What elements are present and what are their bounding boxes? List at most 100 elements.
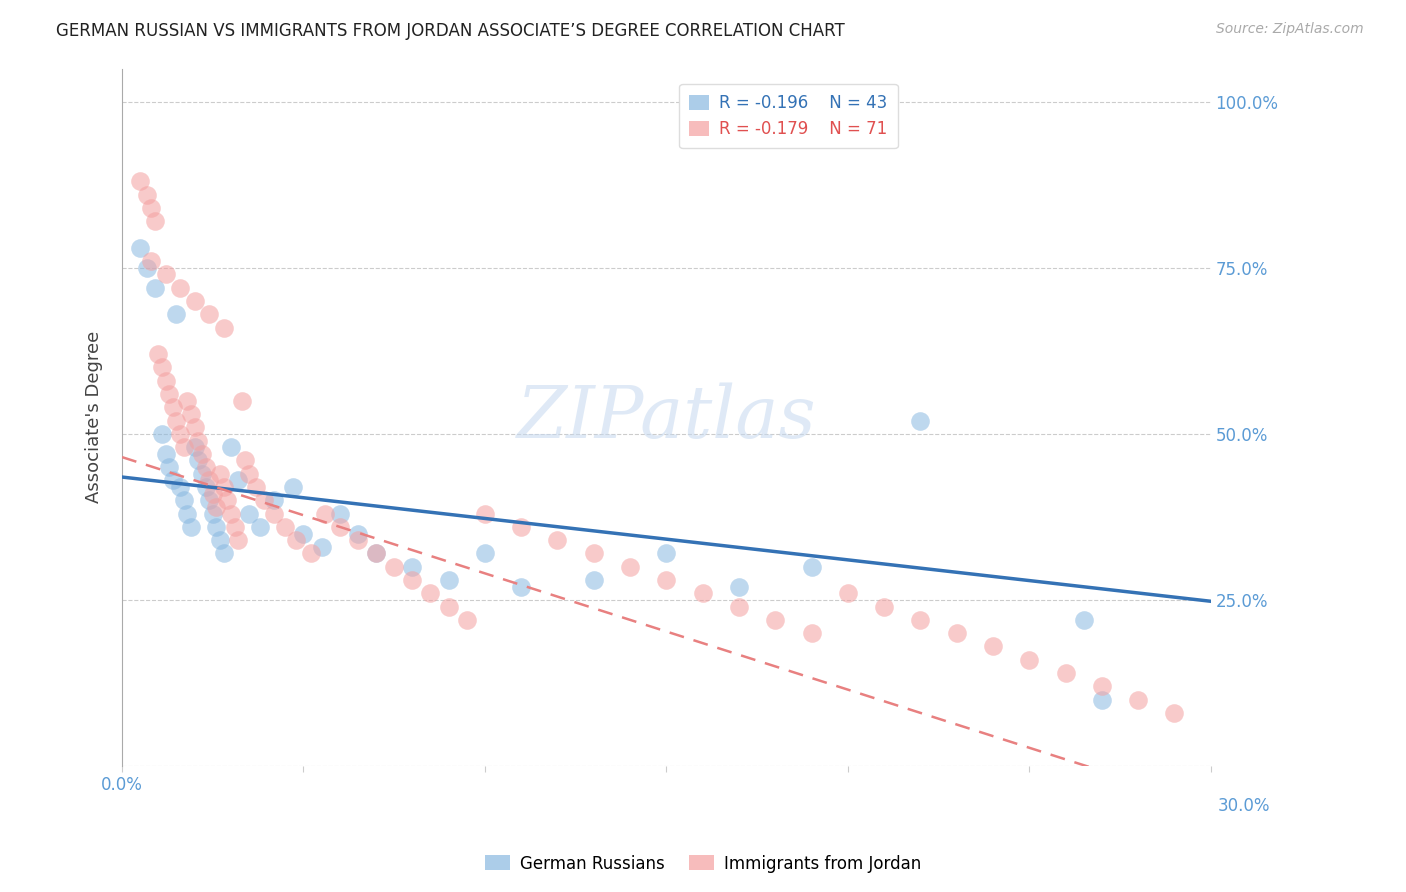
Point: [183, 420, 205, 434]
Point: [139, 201, 162, 215]
Point: [208, 467, 231, 481]
Point: [155, 447, 177, 461]
Point: [329, 507, 352, 521]
Point: [155, 268, 177, 282]
Point: [728, 580, 751, 594]
Point: [981, 640, 1004, 654]
Point: [150, 360, 173, 375]
Point: [263, 493, 285, 508]
Point: [263, 507, 285, 521]
Point: [169, 281, 191, 295]
Text: Source: ZipAtlas.com: Source: ZipAtlas.com: [1216, 22, 1364, 37]
Point: [194, 480, 217, 494]
Point: [401, 559, 423, 574]
Point: [401, 573, 423, 587]
Point: [180, 520, 202, 534]
Point: [231, 393, 253, 408]
Point: [155, 374, 177, 388]
Point: [474, 507, 496, 521]
Point: [194, 460, 217, 475]
Point: [191, 467, 214, 481]
Legend: R = -0.196    N = 43, R = -0.179    N = 71: R = -0.196 N = 43, R = -0.179 N = 71: [679, 84, 897, 148]
Point: [655, 546, 678, 560]
Point: [311, 540, 333, 554]
Point: [173, 440, 195, 454]
Point: [582, 573, 605, 587]
Point: [510, 580, 533, 594]
Point: [205, 500, 228, 514]
Point: [176, 507, 198, 521]
Point: [205, 520, 228, 534]
Point: [1054, 665, 1077, 680]
Point: [226, 474, 249, 488]
Point: [1163, 706, 1185, 720]
Point: [129, 241, 152, 255]
Point: [945, 626, 967, 640]
Point: [157, 387, 180, 401]
Point: [364, 546, 387, 560]
Point: [274, 520, 297, 534]
Point: [419, 586, 441, 600]
Point: [183, 440, 205, 454]
Point: [456, 613, 478, 627]
Point: [183, 293, 205, 308]
Point: [150, 426, 173, 441]
Point: [169, 426, 191, 441]
Point: [201, 486, 224, 500]
Point: [800, 626, 823, 640]
Point: [437, 599, 460, 614]
Point: [238, 507, 260, 521]
Point: [329, 520, 352, 534]
Point: [314, 507, 336, 521]
Point: [139, 254, 162, 268]
Legend: German Russians, Immigrants from Jordan: German Russians, Immigrants from Jordan: [478, 848, 928, 880]
Point: [1091, 679, 1114, 693]
Point: [364, 546, 387, 560]
Point: [299, 546, 322, 560]
Point: [198, 474, 221, 488]
Point: [129, 174, 152, 188]
Point: [212, 320, 235, 334]
Point: [208, 533, 231, 548]
Point: [347, 526, 370, 541]
Point: [187, 453, 209, 467]
Point: [212, 480, 235, 494]
Point: [198, 493, 221, 508]
Point: [143, 281, 166, 295]
Point: [136, 187, 159, 202]
Point: [157, 460, 180, 475]
Point: [162, 401, 184, 415]
Point: [437, 573, 460, 587]
Point: [285, 533, 308, 548]
Point: [910, 613, 932, 627]
Point: [655, 573, 678, 587]
Point: [217, 493, 239, 508]
Point: [226, 533, 249, 548]
Point: [238, 467, 260, 481]
Point: [873, 599, 896, 614]
Point: [136, 260, 159, 275]
Point: [249, 520, 271, 534]
Point: [347, 533, 370, 548]
Point: [212, 546, 235, 560]
Point: [148, 347, 170, 361]
Point: [166, 414, 188, 428]
Point: [169, 480, 191, 494]
Text: 30.0%: 30.0%: [1218, 797, 1270, 814]
Point: [162, 474, 184, 488]
Point: [800, 559, 823, 574]
Point: [219, 440, 242, 454]
Point: [837, 586, 859, 600]
Point: [235, 453, 257, 467]
Point: [582, 546, 605, 560]
Point: [198, 307, 221, 321]
Point: [910, 414, 932, 428]
Point: [180, 407, 202, 421]
Point: [252, 493, 274, 508]
Point: [191, 447, 214, 461]
Point: [763, 613, 786, 627]
Point: [474, 546, 496, 560]
Point: [173, 493, 195, 508]
Point: [176, 393, 198, 408]
Point: [1018, 653, 1040, 667]
